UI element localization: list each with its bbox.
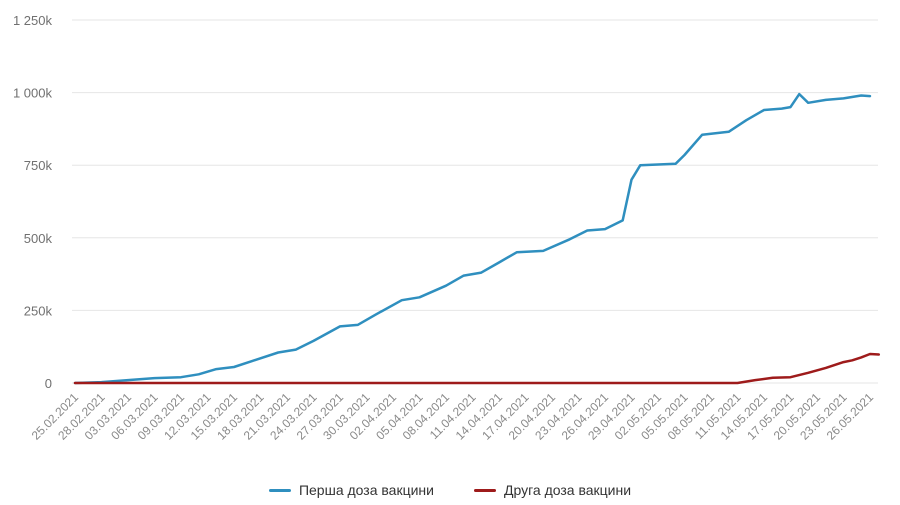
series-line-second-dose[interactable]	[73, 352, 881, 385]
series-lines	[73, 92, 881, 385]
series-line-first-dose[interactable]	[73, 92, 872, 385]
x-axis-labels: 25.02.202128.02.202103.03.202106.03.2021…	[29, 390, 877, 443]
legend-swatch-first-dose	[268, 488, 291, 492]
legend-item-first-dose[interactable]: Перша доза вакцини	[268, 482, 434, 498]
chart-legend: Перша доза вакцини Друга доза вакцини	[0, 482, 900, 498]
chart-plot-area: 0 250k 500k 750k 1 000k 1 250k 25.02.202128.0…	[13, 13, 881, 443]
legend-item-second-dose[interactable]: Друга доза вакцини	[473, 482, 632, 498]
y-tick-label: 750k	[24, 158, 53, 173]
legend-label-second-dose: Друга доза вакцини	[503, 482, 632, 498]
y-tick-label: 1 250k	[13, 13, 53, 28]
legend-swatch-second-dose	[473, 488, 496, 492]
y-tick-label: 500k	[24, 231, 53, 246]
y-tick-label: 0	[45, 376, 52, 391]
grid-lines	[72, 19, 878, 384]
y-axis-labels: 0 250k 500k 750k 1 000k 1 250k	[13, 13, 53, 391]
legend-label-first-dose: Перша доза вакцини	[298, 482, 434, 498]
y-tick-label: 1 000k	[13, 86, 53, 101]
y-tick-label: 250k	[24, 303, 53, 318]
